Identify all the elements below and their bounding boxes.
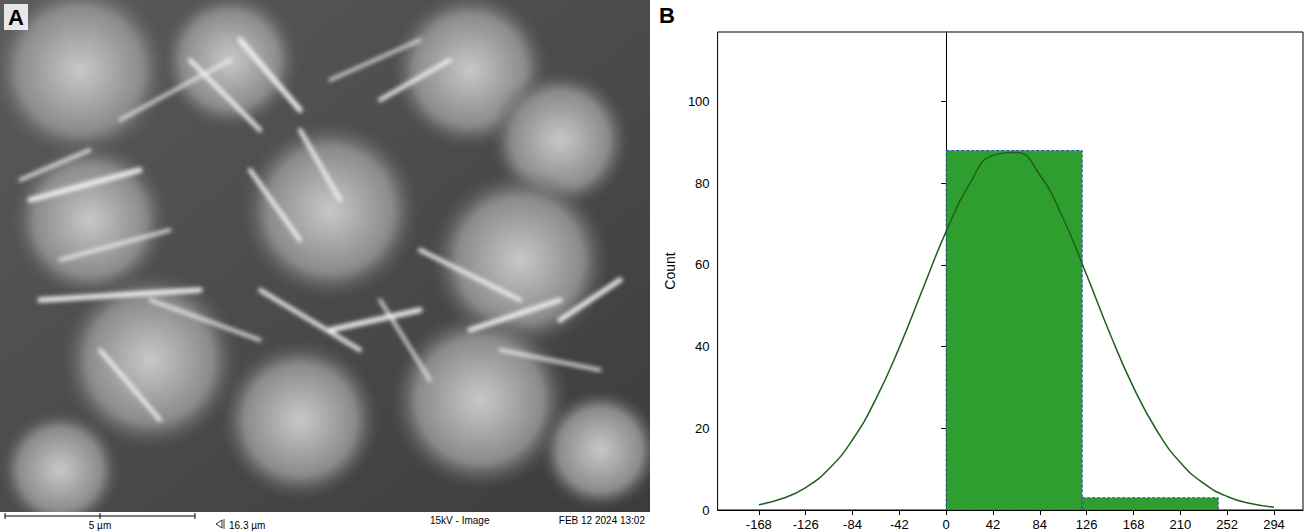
svg-text:168: 168: [1123, 517, 1145, 532]
svg-text:A: A: [8, 5, 24, 30]
svg-text:294: 294: [1263, 517, 1285, 532]
svg-text:80: 80: [695, 176, 709, 191]
svg-text:-84: -84: [843, 517, 862, 532]
svg-text:5 µm: 5 µm: [89, 520, 111, 531]
svg-text:-42: -42: [890, 517, 909, 532]
svg-text:126: 126: [1076, 517, 1098, 532]
svg-text:84: 84: [1033, 517, 1047, 532]
svg-text:-168: -168: [746, 517, 772, 532]
svg-text:100: 100: [688, 94, 710, 109]
svg-text:60: 60: [695, 257, 709, 272]
svg-text:16.3 µm: 16.3 µm: [229, 520, 265, 531]
svg-text:252: 252: [1216, 517, 1238, 532]
svg-text:Count: Count: [662, 252, 678, 289]
svg-text:FEB 12 2024 13:02: FEB 12 2024 13:02: [559, 515, 646, 526]
svg-text:0: 0: [943, 517, 950, 532]
svg-text:0: 0: [702, 503, 709, 518]
svg-text:15kV - Image: 15kV - Image: [430, 515, 490, 526]
svg-text:-126: -126: [793, 517, 819, 532]
svg-text:B: B: [659, 3, 675, 28]
svg-text:20: 20: [695, 421, 709, 436]
svg-text:210: 210: [1169, 517, 1191, 532]
svg-text:40: 40: [695, 339, 709, 354]
svg-text:42: 42: [986, 517, 1000, 532]
